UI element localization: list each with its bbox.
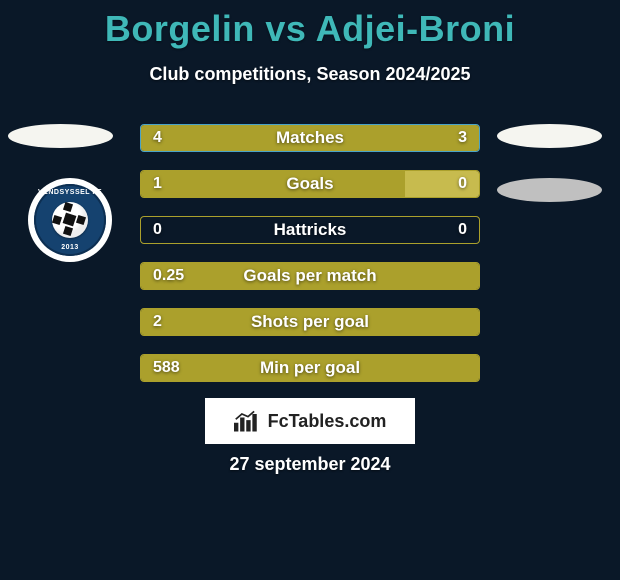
stat-value-right: 3 xyxy=(458,125,467,151)
watermark: FcTables.com xyxy=(205,398,415,444)
club-badge: VENDSYSSEL FF 2013 xyxy=(28,178,112,262)
stat-row: 0.25Goals per match xyxy=(140,262,480,290)
stat-fill-left xyxy=(141,125,334,151)
stat-fill-left xyxy=(141,263,479,289)
stat-row: 0 0Hattricks xyxy=(140,216,480,244)
stat-row: 588Min per goal xyxy=(140,354,480,382)
comparison-bars: 43Matches10Goals00Hattricks0.25Goals per… xyxy=(140,124,480,400)
stat-value-left: 0 xyxy=(153,217,162,243)
badge-bottom-text: 2013 xyxy=(34,244,106,251)
player-right-slot xyxy=(497,124,602,148)
stat-value-right: 0 xyxy=(458,217,467,243)
stat-label: Hattricks xyxy=(141,217,479,243)
stat-value-left: 1 xyxy=(153,171,162,197)
stat-row: 43Matches xyxy=(140,124,480,152)
stat-value-left: 4 xyxy=(153,125,162,151)
stat-fill-right xyxy=(405,171,479,197)
stat-value-left: 588 xyxy=(153,355,180,381)
page-subtitle: Club competitions, Season 2024/2025 xyxy=(0,64,620,85)
stat-fill-left xyxy=(141,309,479,335)
badge-top-text: VENDSYSSEL FF xyxy=(34,189,106,196)
stat-value-left: 2 xyxy=(153,309,162,335)
watermark-text: FcTables.com xyxy=(268,411,387,432)
date-label: 27 september 2024 xyxy=(0,454,620,475)
player-left-slot xyxy=(8,124,113,148)
page-title: Borgelin vs Adjei-Broni xyxy=(0,0,620,50)
stat-value-left: 0.25 xyxy=(153,263,184,289)
stat-row: 2Shots per goal xyxy=(140,308,480,336)
stat-value-right: 0 xyxy=(458,171,467,197)
stat-fill-left xyxy=(141,171,405,197)
soccer-ball-icon xyxy=(52,202,88,238)
stat-fill-left xyxy=(141,355,479,381)
chart-icon xyxy=(234,410,262,432)
player-right-slot-2 xyxy=(497,178,602,202)
stat-row: 10Goals xyxy=(140,170,480,198)
